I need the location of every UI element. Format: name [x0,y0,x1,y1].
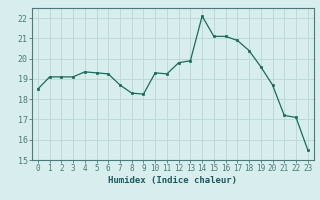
X-axis label: Humidex (Indice chaleur): Humidex (Indice chaleur) [108,176,237,185]
